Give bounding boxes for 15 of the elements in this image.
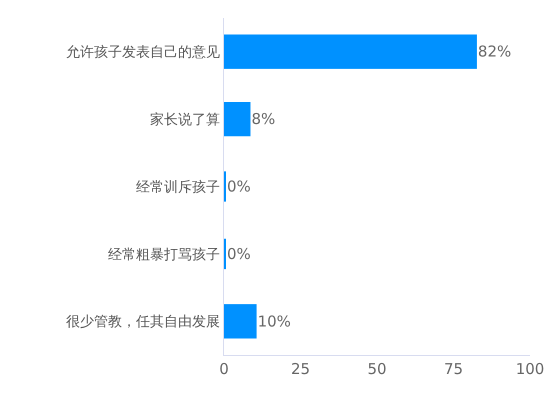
y-tick-label: 家长说了算 (150, 112, 220, 128)
data-label: 0% (227, 244, 251, 263)
data-label: 82% (478, 42, 512, 61)
y-tick-label: 经常训斥孩子 (136, 179, 220, 196)
y-tick-label: 经常粗暴打骂孩子 (108, 246, 220, 263)
data-label: 10% (258, 312, 291, 330)
data-label: 8% (251, 110, 276, 128)
data-label: 0% (227, 178, 251, 196)
x-tick-label: 0 (219, 360, 229, 378)
x-tick-label: 25 (290, 360, 310, 378)
x-tick-label: 50 (367, 360, 387, 378)
y-tick-label: 允许孩子发表自己的意见 (66, 44, 220, 61)
x-tick-label: 75 (444, 360, 464, 378)
x-tick-label: 100 (516, 360, 544, 378)
y-tick-label: 很少管教，任其自由发展 (66, 314, 220, 330)
